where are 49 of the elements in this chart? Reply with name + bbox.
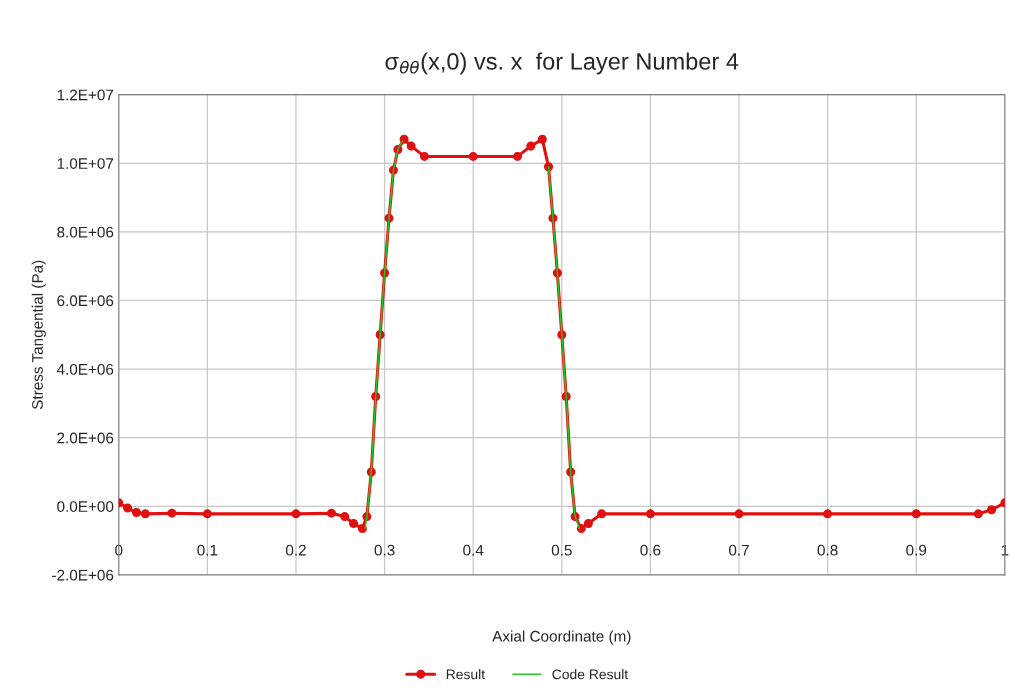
x-axis-title: Axial Coordinate (m) <box>492 630 631 645</box>
y-tick-label: 1.2E+07 <box>57 89 114 101</box>
x-tick-label: 0.3 <box>374 544 395 556</box>
point <box>973 509 983 519</box>
point <box>291 509 301 519</box>
x-tick-label: 0 <box>115 544 123 556</box>
point <box>419 151 429 161</box>
y-tick-label: 8.0E+06 <box>57 226 114 238</box>
x-tick-label: 0.5 <box>551 544 572 556</box>
point <box>468 151 478 161</box>
point <box>576 524 586 534</box>
point <box>734 509 744 519</box>
point <box>167 508 177 518</box>
legend-label: Code Result <box>552 669 629 680</box>
x-tick-label: 0.6 <box>640 544 661 556</box>
point <box>537 134 547 144</box>
point <box>349 518 359 528</box>
point <box>202 509 212 519</box>
y-tick-label: 6.0E+06 <box>57 295 114 307</box>
point <box>645 509 655 519</box>
y-tick-label: 2.0E+06 <box>57 432 114 444</box>
point <box>583 518 593 528</box>
x-tick-label: 0.1 <box>197 544 218 556</box>
point <box>406 141 416 151</box>
point <box>140 509 150 519</box>
x-tick-label: 0.7 <box>729 544 749 556</box>
y-tick-label: 1.0E+07 <box>57 158 114 169</box>
x-tick-label: 0.2 <box>285 544 306 556</box>
x-tick-label: 0.4 <box>463 544 484 556</box>
point <box>399 134 409 144</box>
point <box>131 507 141 517</box>
point <box>123 503 133 513</box>
y-tick-label: 0.0E+00 <box>57 501 114 512</box>
point <box>326 508 336 518</box>
point <box>987 505 997 515</box>
x-tick-label: 0.8 <box>817 544 838 556</box>
point <box>597 509 607 519</box>
y-axis-title: Stress Tangential (Pa) <box>31 260 46 410</box>
point <box>512 151 523 161</box>
point <box>526 141 536 151</box>
legend-label: Result <box>446 669 485 680</box>
point <box>911 509 921 519</box>
chart-title: σ$_{θθ}$(x,0) vs. x for Layer Number 4 <box>385 52 739 75</box>
x-tick-label: 0.9 <box>906 544 927 556</box>
y-tick-label: 4.0E+06 <box>56 363 114 375</box>
point <box>340 512 350 522</box>
point <box>823 509 833 519</box>
point <box>357 524 367 534</box>
y-tick-label: -2.0E+06 <box>52 569 114 581</box>
